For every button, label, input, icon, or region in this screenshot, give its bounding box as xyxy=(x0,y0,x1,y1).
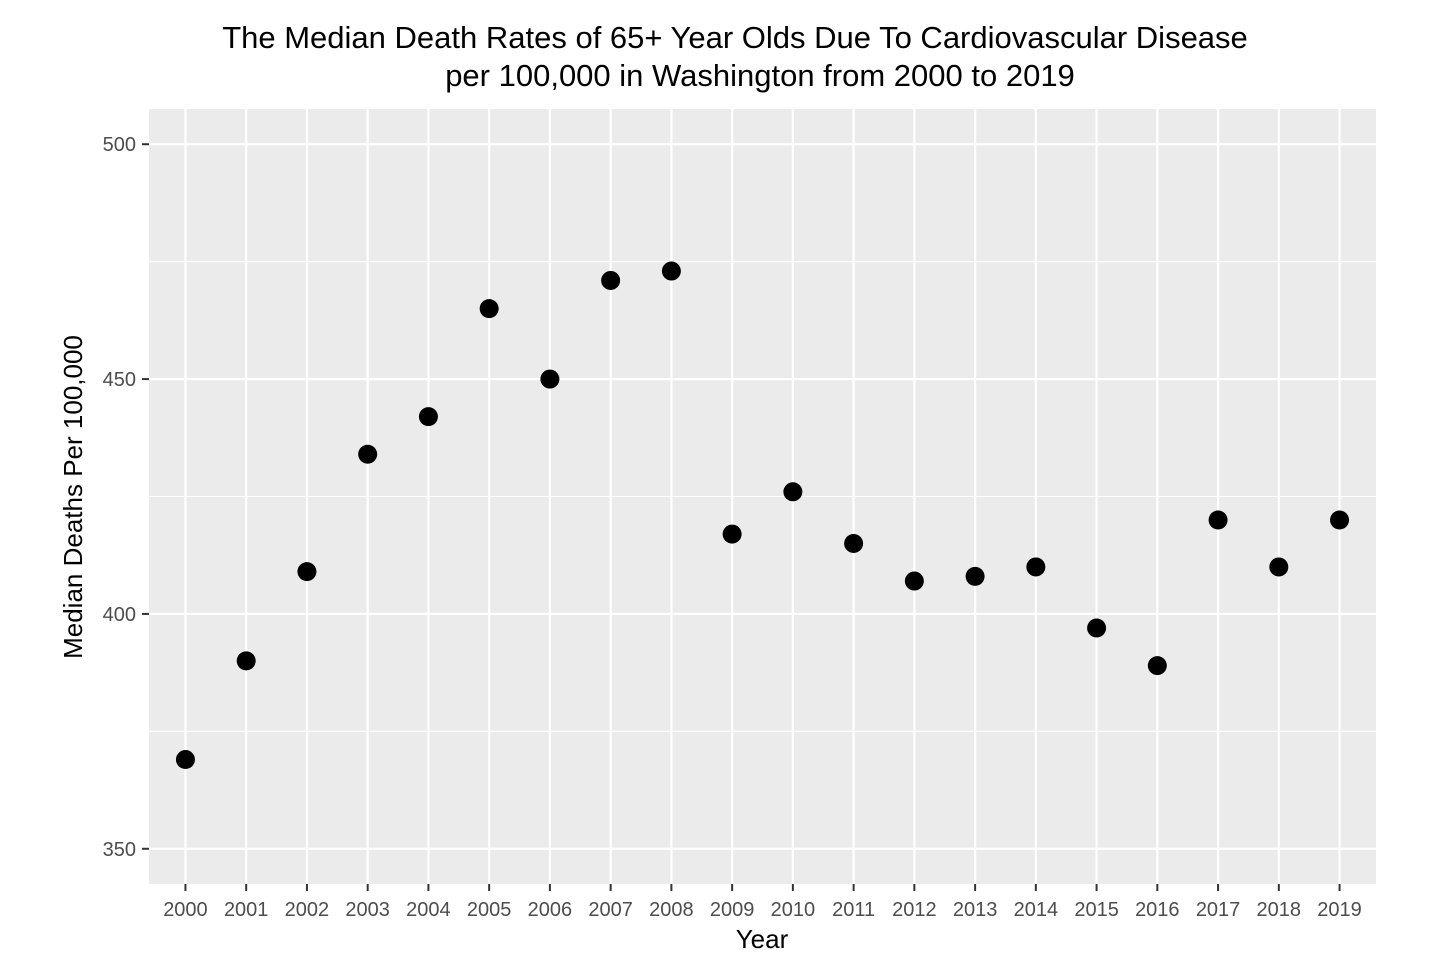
x-tick-label: 2017 xyxy=(1196,899,1241,921)
data-point xyxy=(1087,618,1107,638)
major-gridlines xyxy=(149,109,1376,884)
data-point xyxy=(540,369,560,389)
x-tick-label: 2001 xyxy=(224,899,269,921)
chart-title-line-2: per 100,000 in Washington from 2000 to 2… xyxy=(445,58,1075,93)
data-point xyxy=(1147,656,1167,676)
x-tick-label: 2015 xyxy=(1074,899,1119,921)
data-point xyxy=(1208,510,1228,530)
x-tick-label: 2018 xyxy=(1257,899,1302,921)
x-tick-label: 2003 xyxy=(345,899,390,921)
x-tick-label: 2019 xyxy=(1317,899,1362,921)
x-tick-label: 2014 xyxy=(1014,899,1059,921)
x-tick-label: 2012 xyxy=(892,899,937,921)
y-tick-label: 450 xyxy=(103,369,136,391)
x-tick-label: 2010 xyxy=(771,899,816,921)
data-point xyxy=(479,299,499,319)
y-axis-title: Median Deaths Per 100,000 xyxy=(58,335,88,659)
data-point xyxy=(418,407,438,427)
x-tick-label: 2016 xyxy=(1135,899,1180,921)
data-point xyxy=(844,533,864,553)
x-tick-label: 2005 xyxy=(467,899,512,921)
data-point xyxy=(1026,557,1046,577)
data-point xyxy=(1269,557,1289,577)
data-point xyxy=(175,750,195,770)
y-tick-label: 350 xyxy=(103,839,136,861)
x-tick-label: 2013 xyxy=(953,899,998,921)
x-tick-label: 2009 xyxy=(710,899,755,921)
data-point xyxy=(904,571,924,591)
x-tick-label: 2008 xyxy=(649,899,694,921)
x-axis: 2000 2001 2002 2003 2004 2005 2006 2007 2008 2009… xyxy=(163,884,1362,921)
chart-title-line-1: The Median Death Rates of 65+ Year Olds … xyxy=(222,20,1248,55)
x-tick-label: 2007 xyxy=(588,899,633,921)
x-tick-label: 2000 xyxy=(163,899,208,921)
data-point xyxy=(965,566,985,586)
data-point xyxy=(358,444,378,464)
x-tick-label: 2011 xyxy=(832,899,875,921)
minor-gridlines xyxy=(149,261,1376,732)
data-point xyxy=(236,651,256,671)
data-point xyxy=(783,482,803,502)
data-point xyxy=(297,562,317,582)
data-points xyxy=(175,261,1350,770)
y-tick-label: 400 xyxy=(103,604,136,626)
x-axis-title: Year xyxy=(736,924,789,954)
x-tick-label: 2002 xyxy=(285,899,330,921)
data-point xyxy=(601,270,621,290)
x-tick-label: 2006 xyxy=(528,899,573,921)
data-point xyxy=(661,261,681,281)
x-tick-label: 2004 xyxy=(406,899,451,921)
data-point xyxy=(722,524,742,544)
y-tick-label: 500 xyxy=(103,134,136,156)
y-axis: 350 400 450 500 xyxy=(103,134,149,861)
data-point xyxy=(1330,510,1350,530)
